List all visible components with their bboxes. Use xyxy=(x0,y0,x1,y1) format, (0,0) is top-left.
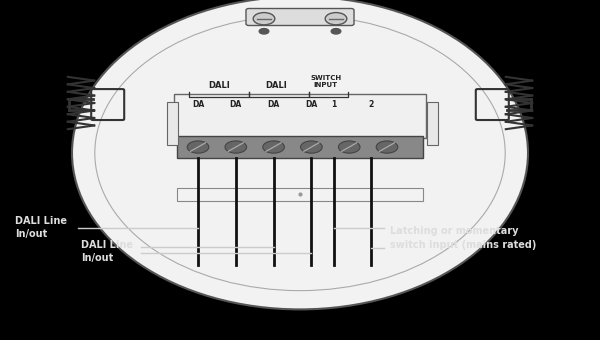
Bar xyxy=(177,136,423,158)
Text: 2: 2 xyxy=(369,100,374,109)
Circle shape xyxy=(331,29,341,34)
Text: DALI Line
In/out: DALI Line In/out xyxy=(15,216,67,239)
Text: DALI Line
In/out: DALI Line In/out xyxy=(81,240,133,263)
Ellipse shape xyxy=(72,0,528,309)
Bar xyxy=(177,188,423,201)
Text: DA: DA xyxy=(305,100,317,109)
Text: 1: 1 xyxy=(331,100,336,109)
Circle shape xyxy=(325,13,347,25)
Text: DALI: DALI xyxy=(208,81,230,90)
Bar xyxy=(427,102,438,144)
Circle shape xyxy=(259,29,269,34)
Text: SWITCH
INPUT: SWITCH INPUT xyxy=(310,75,341,88)
Circle shape xyxy=(253,13,275,25)
Text: DA: DA xyxy=(268,100,280,109)
FancyBboxPatch shape xyxy=(246,8,354,26)
Circle shape xyxy=(338,141,360,153)
Text: DALI: DALI xyxy=(265,81,287,90)
Bar xyxy=(174,94,426,138)
Circle shape xyxy=(263,141,284,153)
Bar xyxy=(167,102,178,144)
Circle shape xyxy=(225,141,247,153)
Text: DA: DA xyxy=(192,100,204,109)
Text: DA: DA xyxy=(230,100,242,109)
Circle shape xyxy=(301,141,322,153)
Circle shape xyxy=(187,141,209,153)
Text: Latching or momentary
switch input (mains rated): Latching or momentary switch input (main… xyxy=(390,226,536,250)
Circle shape xyxy=(376,141,398,153)
